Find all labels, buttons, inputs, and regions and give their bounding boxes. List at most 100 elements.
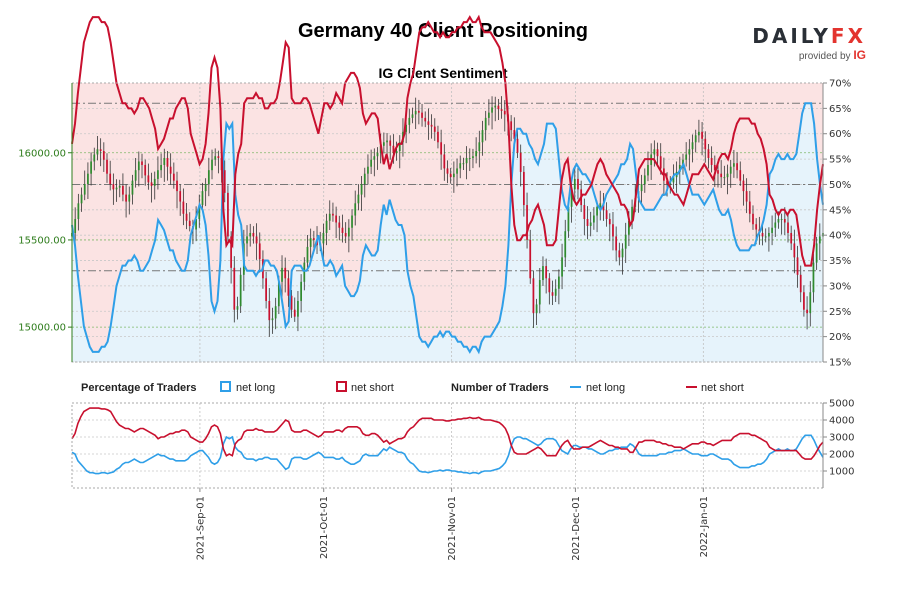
candle: [443, 144, 446, 181]
traders-panel: 1000 2000 3000 4000 5000: [71, 399, 854, 489]
candle: [561, 243, 563, 290]
candle: [643, 168, 646, 193]
traders-grid: [72, 402, 823, 488]
brand-fx: FX: [830, 24, 866, 48]
candle: [347, 219, 350, 253]
candle-body: [589, 222, 592, 226]
candle: [656, 142, 659, 166]
candle-body: [411, 114, 414, 118]
candle-body: [344, 232, 347, 237]
candle: [163, 148, 166, 182]
candle-body: [564, 231, 567, 258]
candle: [475, 137, 478, 164]
candle: [96, 136, 99, 161]
candle-body: [532, 278, 535, 314]
candle: [558, 269, 560, 305]
candle: [647, 151, 649, 182]
candle: [77, 193, 80, 231]
candle-body: [624, 234, 627, 249]
candle-body: [602, 203, 605, 211]
candle-body: [322, 232, 325, 244]
candle: [774, 212, 777, 237]
candle-body: [570, 189, 573, 207]
candle: [284, 257, 287, 293]
candle: [341, 214, 344, 243]
candle: [169, 153, 172, 185]
candle-body: [691, 142, 694, 150]
candle: [274, 297, 277, 330]
candle-body: [468, 157, 471, 159]
candle: [519, 144, 522, 187]
candle-body: [309, 238, 312, 247]
candle: [764, 228, 767, 243]
candle-body: [605, 210, 608, 220]
candle-body: [392, 145, 395, 153]
candle-body: [523, 171, 525, 206]
candle-body: [328, 213, 331, 221]
chart-subtitle: IG Client Sentiment: [378, 65, 507, 81]
candle: [745, 178, 748, 214]
candle-body: [246, 236, 248, 244]
candle-body: [96, 149, 99, 155]
candle-body: [338, 222, 341, 228]
candle: [768, 227, 770, 252]
price-axis: 15000.00 15500.00 16000.00: [18, 148, 72, 334]
candle-body: [249, 232, 252, 237]
candle-body: [367, 166, 369, 174]
candle: [523, 166, 525, 217]
candle-body: [306, 246, 309, 263]
legend-traders-short-label: net short: [701, 382, 744, 394]
candle-body: [290, 295, 293, 310]
candle: [306, 235, 309, 269]
candle: [618, 242, 621, 266]
candle-body: [599, 203, 602, 207]
candle: [157, 156, 159, 190]
traders-tick-label: 4000: [829, 416, 854, 427]
net-short-traders-line: [71, 407, 824, 460]
candle: [131, 174, 134, 205]
candle: [134, 157, 137, 188]
candle: [631, 199, 633, 230]
sentiment-tick-label: 20%: [829, 332, 851, 343]
candle: [433, 118, 436, 141]
candle-body: [443, 154, 446, 169]
price-tick-label: 15000.00: [18, 323, 66, 334]
traders-tick-label: 5000: [829, 399, 854, 410]
candle: [376, 147, 379, 170]
candle: [128, 186, 131, 215]
candle: [459, 155, 462, 179]
candle-body: [153, 178, 156, 186]
candle-body: [449, 173, 452, 178]
candle-body: [548, 278, 551, 293]
candle: [812, 253, 815, 303]
candle-body: [335, 215, 337, 223]
candle-body: [478, 142, 481, 152]
candle: [367, 154, 369, 184]
candle-body: [300, 281, 302, 301]
candle-body: [519, 152, 522, 172]
candle-body: [647, 164, 649, 176]
candle: [503, 100, 506, 132]
candle: [90, 152, 92, 186]
candle: [370, 149, 372, 175]
candle: [363, 167, 366, 198]
brand-provided-text: provided by: [798, 51, 851, 62]
candle-body: [729, 166, 732, 174]
candle-body: [472, 156, 474, 158]
candle: [102, 142, 105, 172]
candle-body: [748, 201, 751, 214]
date-axis: 2021-Sep-01 2021-Oct-01 2021-Nov-01 2021-De…: [195, 488, 710, 561]
candle-body: [774, 222, 777, 228]
candle-body: [134, 170, 137, 181]
candle: [710, 146, 713, 173]
candle: [172, 162, 175, 189]
candle: [344, 222, 347, 244]
candle: [93, 147, 96, 171]
candle: [125, 184, 127, 218]
candle-body: [430, 124, 433, 127]
candle-body: [150, 182, 153, 186]
sentiment-tick-label: 55%: [829, 155, 851, 166]
candle-body: [484, 117, 487, 131]
candle: [309, 228, 312, 262]
candle: [516, 128, 519, 158]
